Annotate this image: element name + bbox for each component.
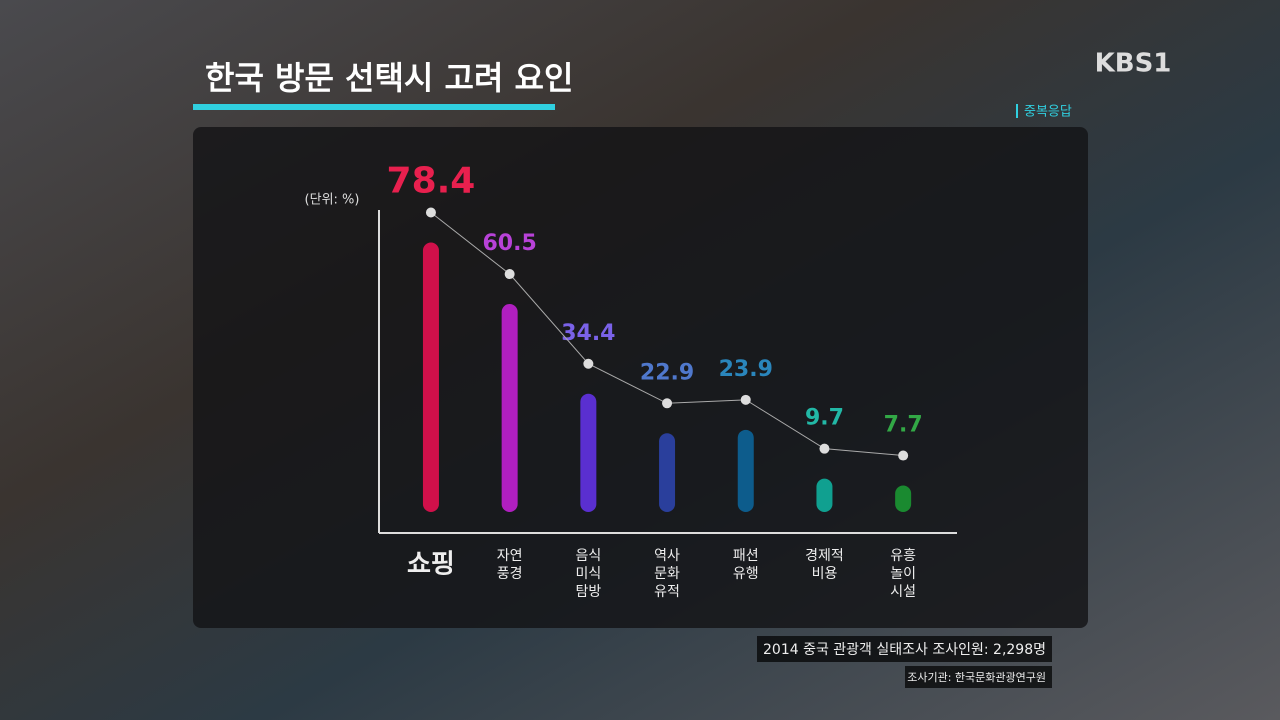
- x-tick-label: 패션: [733, 548, 759, 564]
- x-tick-label: 미식: [575, 566, 601, 582]
- value-label: 22.9: [640, 360, 694, 385]
- note: 중복응답: [1024, 105, 1072, 120]
- trend-dot: [425, 207, 436, 218]
- x-tick-label: 쇼핑: [407, 550, 455, 580]
- bar: [737, 429, 754, 512]
- value-label: 60.5: [483, 231, 537, 256]
- x-tick-label: 음식: [575, 548, 601, 564]
- x-tick-label: 유행: [733, 566, 759, 582]
- bar: [895, 485, 912, 512]
- x-tick-label: 시설: [890, 584, 916, 600]
- x-tick-label: 문화: [654, 566, 680, 582]
- x-tick-label: 비용: [812, 566, 838, 582]
- chart-title: 한국 방문 선택시 고려 요인: [205, 59, 573, 97]
- bar: [501, 304, 518, 512]
- value-label: 9.7: [805, 406, 844, 431]
- value-label: 34.4: [561, 321, 615, 346]
- title-underline: [193, 104, 555, 110]
- source: 2014 중국 관광객 실태조사 조사인원: 2,298명: [763, 642, 1046, 658]
- bar: [659, 433, 676, 512]
- bar: [816, 478, 833, 512]
- bar: [580, 393, 597, 512]
- panel: [193, 127, 1088, 628]
- source-box: [757, 636, 1052, 662]
- x-tick-label: 유적: [654, 584, 680, 600]
- bar: [422, 242, 439, 512]
- trend-dot: [740, 394, 751, 405]
- x-tick-label: 풍경: [497, 566, 523, 582]
- logo: KBS1: [1095, 49, 1172, 79]
- value-label: 7.7: [884, 413, 923, 438]
- value-label: 78.4: [387, 161, 476, 202]
- x-tick-label: 탐방: [575, 584, 601, 600]
- x-tick-label: 경제적: [805, 548, 844, 564]
- x-tick-label: 역사: [654, 548, 680, 564]
- x-tick-label: 유흥: [890, 548, 916, 564]
- x-tick-label: 놀이: [890, 566, 916, 582]
- x-tick-label: 자연: [497, 548, 523, 564]
- value-label: 23.9: [719, 357, 773, 382]
- trend-dot: [819, 443, 830, 454]
- trend-dot: [898, 450, 909, 461]
- agency: 조사기관: 한국문화관광연구원: [907, 671, 1046, 684]
- trend-dot: [662, 398, 673, 409]
- agency-box: [905, 666, 1052, 688]
- trend-dot: [583, 358, 594, 369]
- unit-label: (단위: %): [305, 193, 360, 208]
- trend-dot: [504, 269, 515, 280]
- note-marker: [1016, 104, 1018, 118]
